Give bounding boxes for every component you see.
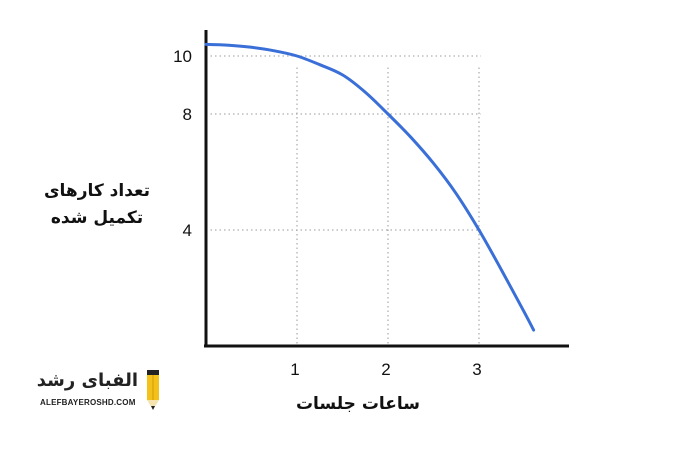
- series-line: [204, 42, 536, 332]
- grid-guides: [206, 55, 481, 346]
- logo-url: ALEFBAYEROSHD.COM: [40, 398, 136, 407]
- logo-name: الفبای رشد: [36, 370, 138, 391]
- x-tick-1: 1: [290, 360, 299, 379]
- watermark-logo: الفبای رشد ALEFBAYEROSHD.COM: [36, 368, 170, 418]
- y-tick-10: 10: [173, 47, 192, 66]
- y-tick-8: 8: [183, 105, 192, 124]
- y-axis-label-line-1: تعداد کارهای: [43, 181, 151, 201]
- x-tick-2: 2: [381, 360, 390, 379]
- x-tick-3: 3: [472, 360, 481, 379]
- y-tick-4: 4: [183, 221, 192, 240]
- x-axis-label: ساعات جلسات: [295, 394, 421, 414]
- y-axis-label-line-2: تکمیل شده: [50, 208, 144, 228]
- pencil-icon: [147, 370, 159, 410]
- y-axis-label: تعداد کارهای تکمیل شده: [22, 178, 172, 232]
